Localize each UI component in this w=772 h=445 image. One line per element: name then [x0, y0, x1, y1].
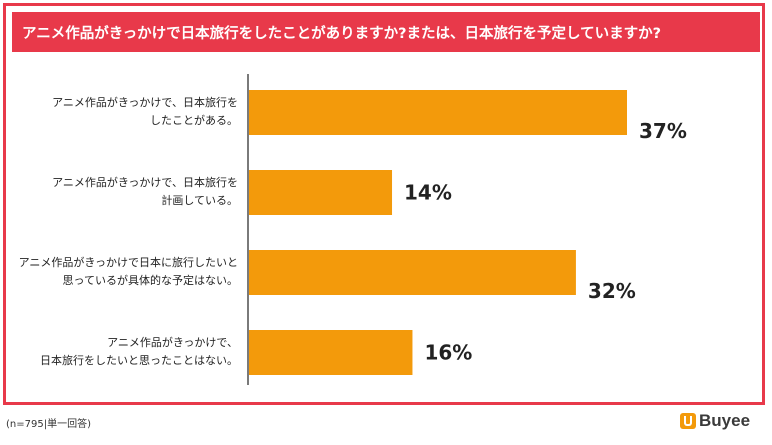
category-label-0-line-1: したことがある。 [150, 113, 238, 127]
value-label-3: 16% [424, 341, 472, 365]
category-label-0-line-0: アニメ作品がきっかけで、日本旅行を [52, 95, 238, 109]
bars-group: 37%アニメ作品がきっかけで、日本旅行をしたことがある。14%アニメ作品がきっか… [19, 90, 687, 375]
category-label-1-line-1: 計画している。 [161, 193, 238, 207]
buyee-bag-icon [680, 413, 696, 429]
buyee-logo: Buyee [680, 411, 750, 431]
bar-1 [249, 170, 393, 215]
bar-0 [249, 90, 627, 135]
buyee-logo-text: Buyee [699, 411, 751, 430]
bar-3 [249, 330, 413, 375]
value-label-1: 14% [404, 181, 452, 205]
value-label-2: 32% [588, 279, 636, 303]
bar-2 [249, 250, 576, 295]
value-label-0: 37% [639, 119, 687, 143]
category-label-3-line-0: アニメ作品がきっかけで、 [107, 335, 238, 349]
sample-size-note: (n=795|単一回答) [6, 419, 91, 430]
category-label-1-line-0: アニメ作品がきっかけで、日本旅行を [52, 175, 238, 189]
category-label-2-line-1: 思っているが具体的な予定はない。 [63, 273, 238, 287]
chart-title: アニメ作品がきっかけで日本旅行をしたことがありますか?または、日本旅行を予定して… [12, 12, 760, 52]
category-label-3-line-1: 日本旅行をしたいと思ったことはない。 [40, 353, 238, 367]
category-label-2-line-0: アニメ作品がきっかけで日本に旅行したいと [19, 255, 238, 269]
